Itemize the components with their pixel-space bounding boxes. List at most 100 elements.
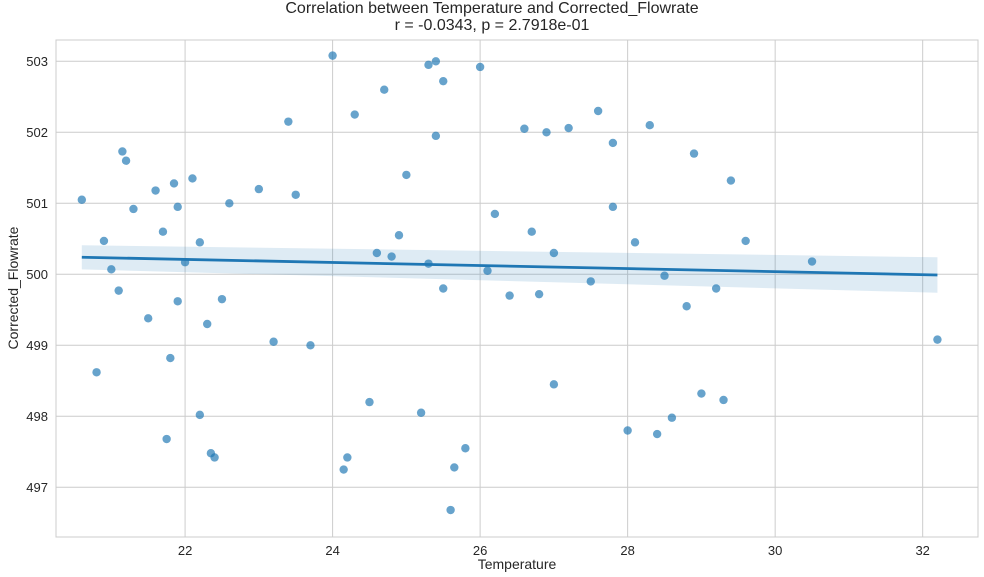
data-point: [188, 174, 197, 183]
data-point: [284, 117, 293, 126]
data-point: [520, 124, 529, 133]
data-point: [586, 277, 595, 286]
data-point: [254, 184, 264, 194]
y-tick-label: 499: [26, 338, 48, 353]
data-point: [652, 429, 662, 439]
data-point: [195, 410, 205, 420]
data-point: [372, 248, 382, 258]
data-point: [689, 149, 699, 158]
data-point: [144, 314, 153, 323]
y-tick-label: 500: [26, 267, 48, 282]
data-point: [564, 123, 573, 133]
data-point: [450, 463, 459, 472]
data-point: [328, 51, 337, 60]
data-point: [195, 238, 205, 247]
data-point: [490, 209, 500, 219]
data-point: [269, 337, 278, 346]
chart-title: Correlation between Temperature and Corr…: [285, 0, 699, 17]
data-point: [593, 106, 603, 116]
regression-line: [81, 255, 938, 277]
data-point: [121, 156, 131, 165]
data-point: [667, 413, 677, 422]
data-point: [483, 266, 492, 275]
y-tick-label: 502: [26, 125, 48, 140]
data-point: [380, 85, 389, 94]
data-point: [118, 147, 127, 156]
x-tick-label: 32: [915, 543, 929, 558]
data-point: [623, 426, 632, 435]
data-point: [807, 257, 817, 266]
data-point: [339, 465, 348, 474]
data-point: [682, 302, 691, 311]
data-point: [225, 199, 234, 208]
data-point: [151, 186, 160, 195]
y-tick-label: 503: [26, 54, 48, 69]
grid-lines: [56, 40, 978, 537]
data-point: [741, 236, 750, 246]
data-points: [77, 51, 942, 515]
x-tick-label: 24: [325, 543, 339, 558]
data-point: [162, 434, 171, 444]
data-point: [158, 227, 168, 236]
data-point: [365, 397, 374, 407]
data-point: [549, 248, 559, 258]
data-point: [505, 291, 514, 300]
data-point: [719, 395, 728, 405]
data-point: [697, 389, 706, 398]
x-axis-label: Temperature: [478, 556, 557, 572]
data-point: [711, 284, 721, 293]
data-point: [933, 335, 942, 344]
data-point: [630, 238, 640, 247]
data-point: [203, 319, 212, 329]
data-point: [416, 408, 426, 417]
data-point: [461, 444, 470, 453]
data-point: [645, 121, 654, 130]
x-tick-labels: 22 24 26 28 30 32: [178, 543, 930, 558]
data-point: [169, 179, 179, 188]
data-point: [726, 176, 736, 185]
data-point: [660, 271, 669, 280]
data-point: [475, 62, 485, 72]
data-point: [173, 297, 182, 306]
data-point: [92, 368, 101, 377]
data-point: [217, 294, 227, 304]
data-point: [534, 289, 544, 299]
y-tick-label: 501: [26, 196, 48, 211]
data-point: [343, 453, 352, 462]
x-tick-label: 26: [473, 543, 487, 558]
data-point: [431, 57, 441, 66]
x-tick-label: 22: [178, 543, 192, 558]
data-point: [129, 204, 138, 214]
data-point: [394, 231, 404, 240]
data-point: [173, 202, 182, 212]
y-tick-label: 497: [26, 480, 48, 495]
data-point: [114, 286, 123, 295]
data-point: [439, 284, 448, 293]
data-point: [608, 202, 618, 212]
data-point: [166, 353, 175, 363]
data-point: [107, 265, 116, 274]
y-tick-label: 498: [26, 409, 48, 424]
y-axis-label: Corrected_Flowrate: [5, 226, 21, 349]
data-point: [542, 128, 551, 137]
data-point: [77, 195, 87, 204]
data-point: [446, 505, 455, 515]
data-point: [608, 138, 618, 148]
chart-subtitle: r = -0.0343, p = 2.7918e-01: [394, 17, 590, 34]
data-point: [439, 76, 448, 86]
data-point: [424, 60, 433, 70]
data-point: [306, 341, 315, 350]
data-point: [350, 110, 359, 119]
x-tick-label: 28: [620, 543, 634, 558]
data-point: [210, 453, 219, 462]
data-point: [387, 252, 396, 261]
data-point: [402, 170, 411, 180]
x-tick-label: 30: [768, 543, 782, 558]
y-tick-labels: 497 498 499 500 501 502 503: [26, 54, 48, 495]
data-point: [291, 190, 300, 199]
data-point: [527, 227, 536, 236]
confidence-band: [81, 245, 938, 293]
data-point: [99, 236, 109, 246]
data-point: [549, 380, 559, 389]
